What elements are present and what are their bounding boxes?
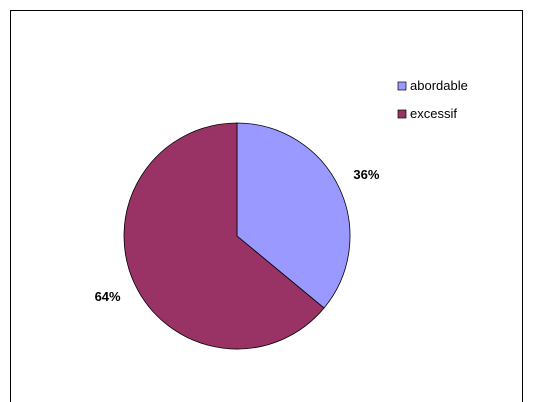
legend-swatch-excessif	[397, 109, 407, 119]
legend-label-abordable: abordable	[410, 78, 468, 93]
legend-label-excessif: excessif	[410, 106, 457, 121]
legend-swatch-abordable	[397, 81, 407, 91]
pie-slice-abordable	[236, 122, 351, 309]
pie-slices	[123, 122, 351, 350]
legend: abordable excessif	[397, 78, 468, 121]
data-label-excessif: 64%	[95, 289, 121, 304]
pie-slice-excessif	[123, 122, 325, 350]
data-label-abordable: 36%	[353, 167, 379, 182]
